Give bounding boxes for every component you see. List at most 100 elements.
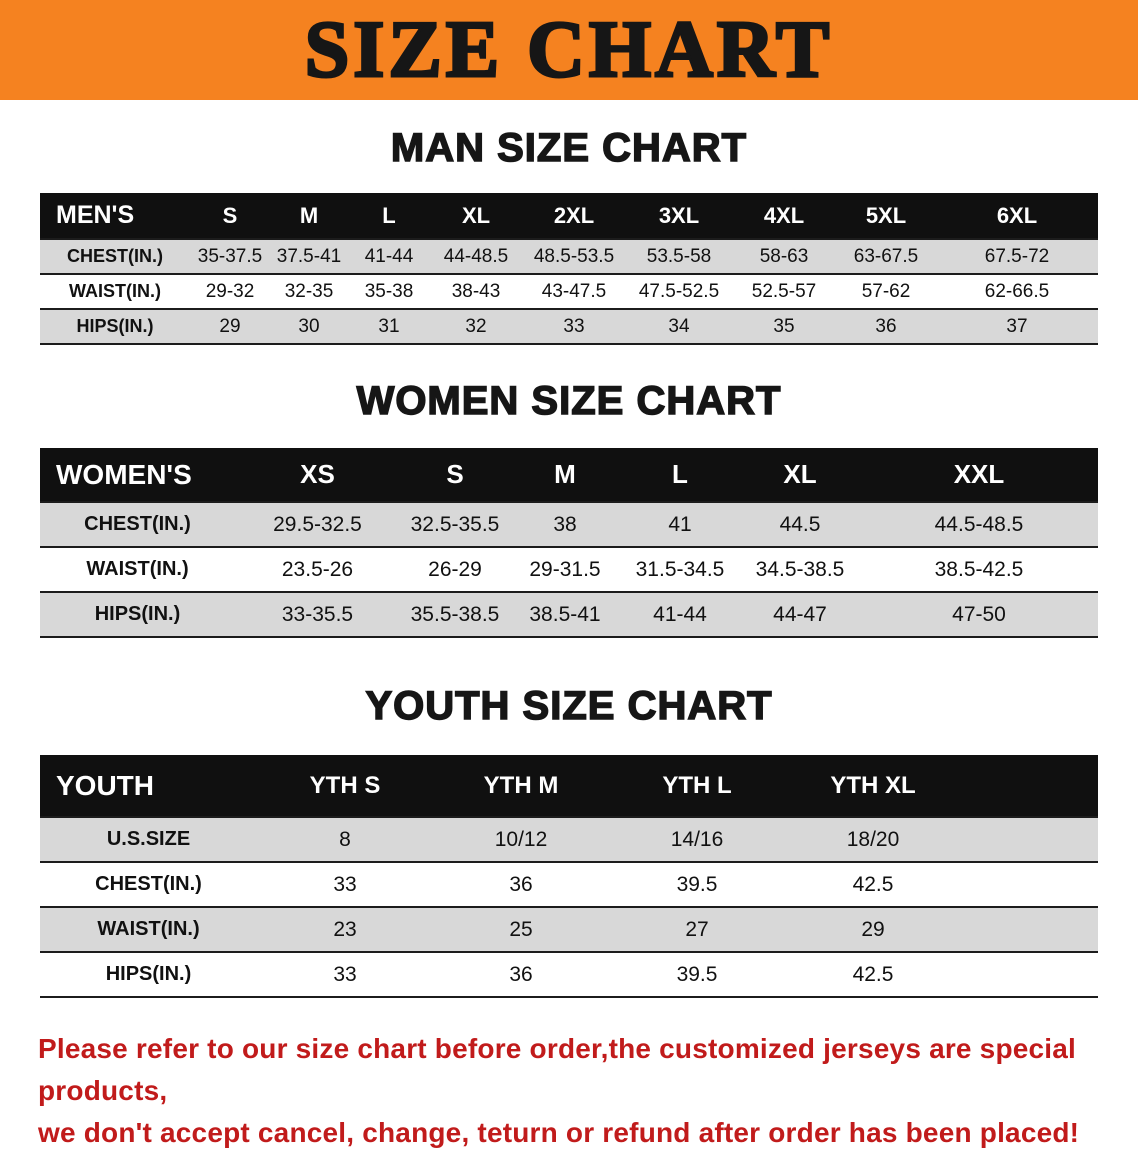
women-col-header: XL [740,448,860,502]
youth-chest-row: CHEST(IN.) 33 36 39.5 42.5 [40,862,1098,907]
size-cell: 33-35.5 [281,602,354,626]
size-cell: 10/12 [494,827,548,851]
size-cell: 31.5-34.5 [635,557,725,581]
size-cell: 37.5-41 [276,245,342,267]
size-cell: 32.5-35.5 [410,512,500,536]
men-waist-row: WAIST(IN.) 29-32 32-35 35-38 38-43 43-47… [40,274,1098,309]
size-cell: 41-44 [364,245,414,267]
size-cell: 36 [509,962,533,986]
size-cell: 58-63 [759,245,809,267]
size-cell: 52.5-57 [751,280,817,302]
size-cell: 27 [685,917,709,941]
size-cell: 38.5-41 [529,602,601,626]
men-col-header: S [190,193,270,239]
size-cell: 47-50 [952,602,1006,626]
men-col-header: 6XL [936,193,1098,239]
size-cell: 39.5 [676,872,718,896]
youth-col-header: YTH L [609,755,785,817]
youth-waist-row: WAIST(IN.) 23 25 27 29 [40,907,1098,952]
women-chest-row: CHEST(IN.) 29.5-32.5 32.5-35.5 38 41 44.… [40,502,1098,547]
size-cell: 34.5-38.5 [755,557,845,581]
size-cell: 44.5 [779,512,821,536]
women-col-header: M [510,448,620,502]
size-cell: 37 [1006,315,1028,337]
size-cell: 35-38 [364,280,414,302]
size-cell: 8 [339,827,351,851]
men-size-chart-section: MAN SIZE CHART MEN'S S M L XL 2XL 3XL 4X… [0,125,1138,345]
size-cell: 18/20 [846,827,900,851]
size-cell: 34 [668,315,690,337]
size-cell: 33 [333,962,357,986]
size-cell: 36 [509,872,533,896]
size-cell: 31 [378,315,400,337]
size-cell: 42.5 [852,962,894,986]
youth-section-heading: YOUTH SIZE CHART [365,683,773,729]
men-col-header: 5XL [836,193,936,239]
size-cell: 39.5 [676,962,718,986]
men-col-header: 4XL [732,193,836,239]
size-cell: 67.5-72 [984,245,1050,267]
men-col-header: 2XL [522,193,626,239]
size-cell: 29-32 [205,280,255,302]
size-cell: 48.5-53.5 [533,245,615,267]
footer-note: Please refer to our size chart before or… [0,1028,1138,1154]
youth-corner-label: YOUTH [40,755,257,817]
size-cell: 29.5-32.5 [273,512,362,536]
spacer-cell [961,952,1098,997]
row-label: HIPS(IN.) [76,316,154,336]
size-cell: 38-43 [451,280,501,302]
row-label: U.S.SIZE [106,828,191,850]
women-section-heading: WOMEN SIZE CHART [356,378,782,424]
men-header-row: MEN'S S M L XL 2XL 3XL 4XL 5XL 6XL [40,193,1098,239]
note-line: we don't accept cancel, change, teturn o… [38,1117,1080,1148]
women-col-header: L [620,448,740,502]
row-label: WAIST(IN.) [86,558,189,580]
size-cell: 35.5-38.5 [410,602,500,626]
size-cell: 30 [298,315,320,337]
women-col-header: S [400,448,510,502]
spacer-cell [961,862,1098,907]
men-col-header: L [348,193,430,239]
size-cell: 25 [509,917,533,941]
women-col-header: XS [235,448,400,502]
size-cell: 33 [563,315,585,337]
women-size-table: WOMEN'S XS S M L XL XXL CHEST(IN.) 29.5-… [40,448,1098,638]
youth-ussize-row: U.S.SIZE 8 10/12 14/16 18/20 [40,817,1098,862]
women-waist-row: WAIST(IN.) 23.5-26 26-29 29-31.5 31.5-34… [40,547,1098,592]
size-cell: 35-37.5 [197,245,263,267]
size-cell: 29-31.5 [529,557,601,581]
men-corner-label: MEN'S [40,193,190,239]
youth-size-chart-section: YOUTH SIZE CHART YOUTH YTH S YTH M YTH L… [0,683,1138,998]
row-label: HIPS(IN.) [94,603,181,625]
spacer-cell [961,755,1098,817]
row-label: WAIST(IN.) [97,918,200,940]
size-cell: 41-44 [653,602,707,626]
spacer-cell [961,817,1098,862]
size-cell: 26-29 [428,557,482,581]
men-col-header: 3XL [626,193,732,239]
men-chest-row: CHEST(IN.) 35-37.5 37.5-41 41-44 44-48.5… [40,239,1098,274]
size-cell: 47.5-52.5 [638,280,720,302]
row-label: CHEST(IN.) [95,873,202,895]
size-cell: 53.5-58 [646,245,712,267]
size-cell: 38.5-42.5 [934,557,1024,581]
women-header-row: WOMEN'S XS S M L XL XXL [40,448,1098,502]
size-cell: 62-66.5 [984,280,1050,302]
row-label: WAIST(IN.) [69,281,161,301]
size-cell: 35 [773,315,795,337]
page-title: SIZE CHART [303,6,834,94]
size-cell: 23 [333,917,357,941]
youth-size-table: YOUTH YTH S YTH M YTH L YTH XL U.S.SIZE … [40,755,1098,998]
men-section-heading: MAN SIZE CHART [390,125,748,171]
row-label: HIPS(IN.) [105,963,192,985]
men-col-header: M [270,193,348,239]
size-cell: 44-47 [773,602,827,626]
women-corner-label: WOMEN'S [40,448,235,502]
size-cell: 29 [861,917,885,941]
note-line: Please refer to our size chart before or… [38,1033,1077,1106]
women-size-chart-section: WOMEN SIZE CHART WOMEN'S XS S M L XL XXL… [0,378,1138,638]
size-cell: 44.5-48.5 [934,512,1024,536]
youth-header-row: YOUTH YTH S YTH M YTH L YTH XL [40,755,1098,817]
size-cell: 29 [219,315,241,337]
men-hips-row: HIPS(IN.) 29 30 31 32 33 34 35 36 37 [40,309,1098,344]
